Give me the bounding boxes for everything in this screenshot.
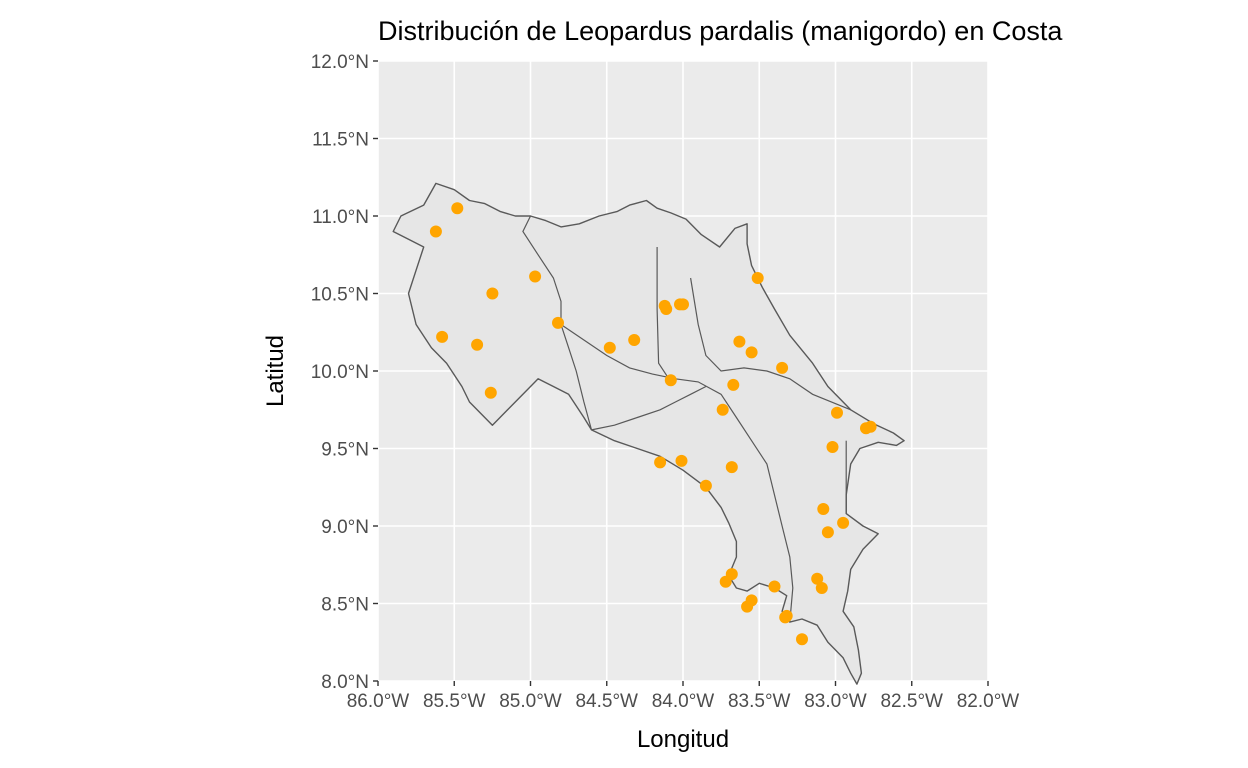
data-point-41 xyxy=(796,633,808,646)
x-tick-label-8: 82.0°W xyxy=(957,691,1020,712)
data-point-27 xyxy=(821,526,834,539)
x-axis-title: Longitud xyxy=(637,726,729,753)
data-point-37 xyxy=(811,572,824,585)
x-tick-label-6: 83.0°W xyxy=(804,691,867,712)
y-tick-label-2: 9.0°N xyxy=(321,517,369,538)
x-tick-label-5: 83.5°W xyxy=(728,691,791,712)
y-tick-label-8: 12.0°N xyxy=(311,52,369,73)
data-point-30 xyxy=(699,479,712,492)
data-point-16 xyxy=(745,346,758,359)
data-point-26 xyxy=(837,516,850,529)
country-outline xyxy=(392,182,905,685)
x-tick-label-7: 82.5°W xyxy=(880,691,943,712)
data-point-29 xyxy=(675,454,688,467)
x-tick-label-0: 86.0°W xyxy=(347,691,410,712)
chart-title: Distribución de Leopardus pardalis (mani… xyxy=(378,16,1063,46)
y-axis-title: Latitud xyxy=(262,335,289,407)
province-border-5 xyxy=(591,385,707,431)
y-tick-label-6: 11.0°N xyxy=(312,207,369,228)
data-point-17 xyxy=(776,361,789,374)
data-point-33 xyxy=(725,568,738,581)
y-tick-label-0: 8.0°N xyxy=(321,672,369,693)
y-axis: 8.0°N 8.5°N 9.0°N 9.5°N 10.0°N 10.5°N 11.0°N 11… xyxy=(311,52,378,693)
data-point-8 xyxy=(603,341,616,354)
data-point-9 xyxy=(628,334,641,346)
province-border-3 xyxy=(690,277,851,411)
province-border-0 xyxy=(522,215,593,431)
x-tick-label-1: 85.5°W xyxy=(423,691,486,712)
data-point-11 xyxy=(660,303,673,315)
y-tick-label-7: 11.5°N xyxy=(312,130,369,151)
costa-rica-map xyxy=(392,182,905,685)
data-point-5 xyxy=(471,338,484,351)
y-tick-label-1: 8.5°N xyxy=(321,595,369,616)
data-point-4 xyxy=(436,330,449,343)
data-point-14 xyxy=(664,374,677,387)
y-tick-label-3: 9.5°N xyxy=(321,440,369,461)
data-point-22 xyxy=(826,441,839,453)
province-border-2 xyxy=(656,247,669,378)
occurrence-points xyxy=(429,202,877,646)
x-axis: 86.0°W 85.5°W 85.0°W 84.5°W 84.0°W 83.5°W 83.0… xyxy=(347,681,1020,712)
data-point-15 xyxy=(733,335,746,348)
data-point-20 xyxy=(716,403,729,416)
data-point-13 xyxy=(677,298,689,311)
data-point-19 xyxy=(727,378,740,391)
y-tick-label-5: 10.5°N xyxy=(311,285,369,306)
data-point-6 xyxy=(484,386,497,399)
data-point-0 xyxy=(451,202,464,215)
data-point-2 xyxy=(529,270,542,283)
data-point-40 xyxy=(780,609,793,622)
y-tick-label-4: 10.0°N xyxy=(311,362,369,383)
x-tick-label-3: 84.5°W xyxy=(575,691,638,712)
data-point-31 xyxy=(725,461,738,474)
data-point-36 xyxy=(745,594,758,607)
data-point-7 xyxy=(552,316,564,329)
data-point-3 xyxy=(486,287,499,300)
data-point-24 xyxy=(864,420,877,433)
province-border-1 xyxy=(560,324,794,623)
x-tick-label-4: 84.0°W xyxy=(652,691,715,712)
data-point-1 xyxy=(429,225,442,238)
data-point-25 xyxy=(817,503,830,515)
data-point-28 xyxy=(654,456,667,469)
data-point-38 xyxy=(815,582,828,594)
data-point-21 xyxy=(831,406,843,419)
data-point-18 xyxy=(751,272,764,284)
data-point-34 xyxy=(768,580,781,593)
x-tick-label-2: 85.0°W xyxy=(499,691,562,712)
